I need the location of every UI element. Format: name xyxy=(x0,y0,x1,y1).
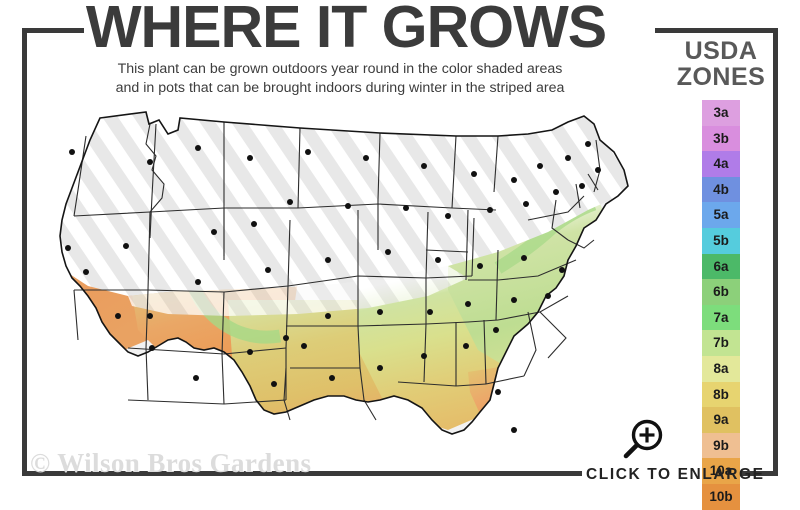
legend-swatch-9b[interactable]: 9b xyxy=(702,432,740,459)
legend-title: USDA ZONES xyxy=(666,38,776,90)
legend-swatch-7b[interactable]: 7b xyxy=(702,330,740,356)
legend-swatch-8b[interactable]: 8b xyxy=(702,381,740,408)
page-subtitle: This plant can be grown outdoors year ro… xyxy=(34,60,646,98)
country-outline xyxy=(59,111,629,435)
page-title: WHERE IT GROWS xyxy=(85,0,607,60)
legend-swatch-6a[interactable]: 6a xyxy=(702,253,740,280)
legend-swatch-9a[interactable]: 9a xyxy=(702,407,740,433)
legend-swatch-3b[interactable]: 3b xyxy=(702,125,740,152)
frame-top-left xyxy=(22,28,84,33)
frame-left xyxy=(22,28,27,476)
legend-swatch-10b[interactable]: 10b xyxy=(702,483,740,510)
legend-swatch-4a[interactable]: 4a xyxy=(702,151,740,177)
watermark: © Wilson Bros Gardens xyxy=(30,448,312,478)
usda-zone-map[interactable] xyxy=(28,100,658,460)
legend-title-line-2: ZONES xyxy=(676,63,766,91)
legend-swatch-list: 3a 3b 4a 4b 5a 5b 6a 6b 7a 7b 8a 8b 9a 9b 10a 10b xyxy=(702,100,740,510)
frame-bottom-left xyxy=(22,471,582,476)
usda-zones-legend: USDA ZONES 3a 3b 4a 4b 5a 5b 6a 6b 7a 7b 8a 8b 9a 9b 1… xyxy=(666,38,776,510)
legend-title-line-1: USDA xyxy=(684,37,758,65)
subtitle-line-2: and in pots that can be brought indoors … xyxy=(115,80,565,96)
legend-swatch-5a[interactable]: 5a xyxy=(702,202,740,228)
legend-swatch-8a[interactable]: 8a xyxy=(702,355,740,382)
legend-swatch-6b[interactable]: 6b xyxy=(702,279,740,305)
legend-swatch-5b[interactable]: 5b xyxy=(702,227,740,254)
subtitle-line-1: This plant can be grown outdoors year ro… xyxy=(117,61,563,77)
city-dots xyxy=(65,141,601,433)
map-svg xyxy=(59,111,629,435)
click-to-enlarge-label[interactable]: CLICK TO ENLARGE xyxy=(586,466,765,483)
frame-right xyxy=(773,28,778,476)
legend-swatch-3a[interactable]: 3a xyxy=(702,100,740,126)
frame-bottom-right xyxy=(718,471,778,476)
legend-swatch-10a[interactable]: 10a xyxy=(702,458,740,484)
legend-swatch-7a[interactable]: 7a xyxy=(702,304,740,331)
legend-swatch-4b[interactable]: 4b xyxy=(702,176,740,203)
state-borders xyxy=(73,122,601,421)
frame-top-right xyxy=(655,28,778,33)
map-striped-region xyxy=(60,112,628,316)
magnifier-plus-icon[interactable] xyxy=(617,418,667,462)
